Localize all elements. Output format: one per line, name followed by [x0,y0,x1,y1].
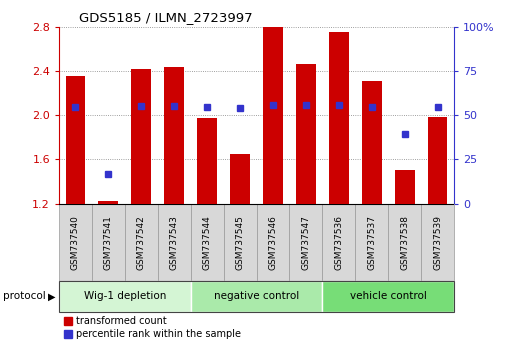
Bar [59,281,191,312]
Bar [289,204,322,281]
Bar [224,204,256,281]
Text: vehicle control: vehicle control [350,291,427,302]
Bar [164,68,184,204]
Bar [355,204,388,281]
Bar [59,204,92,281]
Text: GSM737545: GSM737545 [235,215,245,270]
Text: GDS5185 / ILMN_2723997: GDS5185 / ILMN_2723997 [79,11,252,24]
Bar [329,32,349,204]
Bar [256,204,289,281]
Bar [92,204,125,281]
Text: GSM737541: GSM737541 [104,215,113,270]
Text: GSM737539: GSM737539 [433,215,442,270]
Text: ▶: ▶ [48,291,55,302]
Bar [388,204,421,281]
Text: GSM737546: GSM737546 [268,215,278,270]
Bar [421,204,454,281]
Bar [66,76,85,204]
Bar [131,69,151,204]
Text: GSM737543: GSM737543 [170,215,179,270]
Bar [428,117,447,204]
Text: GSM737547: GSM737547 [301,215,310,270]
Text: GSM737540: GSM737540 [71,215,80,270]
Text: GSM737542: GSM737542 [137,215,146,270]
Text: GSM737537: GSM737537 [367,215,376,270]
Bar [125,204,158,281]
Text: GSM737536: GSM737536 [334,215,343,270]
Bar [322,204,355,281]
Bar [296,64,315,204]
Bar [362,81,382,204]
Text: protocol: protocol [3,291,45,302]
Bar [191,204,224,281]
Bar [263,27,283,204]
Text: Wig-1 depletion: Wig-1 depletion [84,291,166,302]
Bar [197,118,217,204]
Bar [98,201,118,204]
Text: GSM737538: GSM737538 [400,215,409,270]
Bar [394,170,415,204]
Bar [230,154,250,204]
Bar [322,281,454,312]
Bar [191,281,322,312]
Text: GSM737544: GSM737544 [203,215,212,270]
Legend: transformed count, percentile rank within the sample: transformed count, percentile rank withi… [64,316,241,339]
Bar [158,204,191,281]
Text: negative control: negative control [214,291,299,302]
